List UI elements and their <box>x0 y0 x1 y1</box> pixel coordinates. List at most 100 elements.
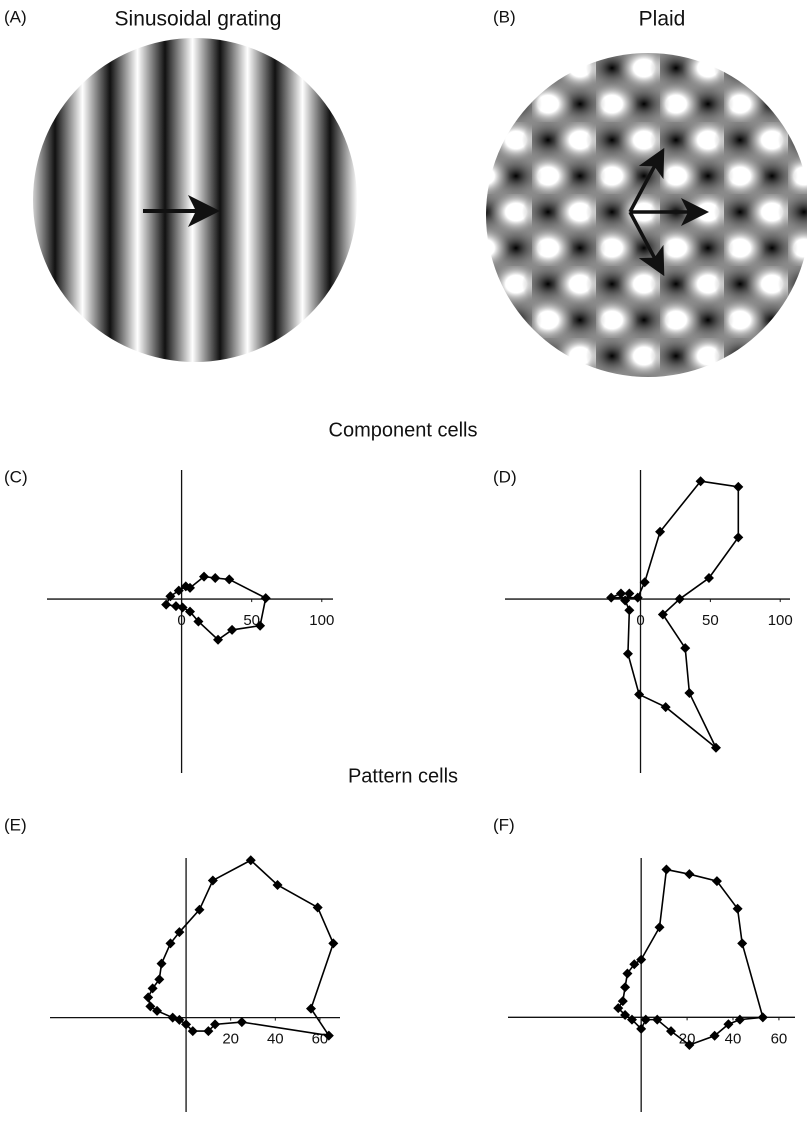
data-point <box>187 1026 198 1037</box>
data-point <box>147 983 158 994</box>
data-point <box>652 1014 663 1025</box>
data-point <box>617 996 628 1007</box>
data-point <box>620 1010 631 1021</box>
data-point <box>639 577 650 588</box>
data-point <box>640 1014 651 1025</box>
data-point <box>684 1040 695 1051</box>
x-tick-label: 100 <box>309 612 334 629</box>
motion-arrows <box>628 147 709 277</box>
panel-label: (C) <box>4 467 28 486</box>
data-point <box>167 1012 178 1023</box>
x-tick-label: 40 <box>725 1030 742 1047</box>
panel-label: (B) <box>493 7 516 26</box>
data-point <box>260 593 271 604</box>
x-tick-label: 0 <box>636 612 644 629</box>
data-point <box>165 591 176 602</box>
data-point <box>632 592 643 603</box>
section-heading: Component cells <box>329 419 478 441</box>
data-point <box>224 574 235 585</box>
data-point <box>723 1019 734 1030</box>
data-point <box>245 855 256 866</box>
data-point <box>207 875 218 886</box>
data-point <box>622 968 633 979</box>
data-point <box>654 922 665 933</box>
data-point <box>193 616 204 627</box>
x-tick-label: 40 <box>267 1031 284 1048</box>
data-point <box>312 902 323 913</box>
data-point <box>684 688 695 699</box>
data-point <box>606 592 617 603</box>
data-point <box>173 585 184 596</box>
data-point <box>143 992 154 1003</box>
data-point <box>620 982 631 993</box>
motion-arrow <box>628 211 665 277</box>
data-point <box>177 602 188 613</box>
data-point <box>684 869 695 880</box>
section-heading: Pattern cells <box>348 765 458 787</box>
data-point <box>674 594 685 605</box>
plaid-stimulus <box>486 53 807 377</box>
data-point <box>185 606 195 617</box>
data-point <box>622 648 633 659</box>
motion-arrow <box>628 147 665 213</box>
data-point <box>624 605 635 616</box>
data-point <box>660 702 671 713</box>
panel-title: Plaid <box>639 8 686 31</box>
data-point <box>613 1003 624 1014</box>
data-point <box>323 1030 334 1041</box>
data-point <box>181 1019 192 1030</box>
data-point <box>666 1026 677 1037</box>
data-point <box>711 876 722 887</box>
data-point <box>710 742 721 753</box>
data-point <box>733 532 744 543</box>
data-point <box>210 1019 221 1030</box>
data-point <box>680 643 691 654</box>
data-point <box>236 1017 247 1028</box>
data-point <box>227 624 238 635</box>
data-line <box>147 859 335 1037</box>
panel-label: (F) <box>493 815 515 834</box>
panel-label: (D) <box>493 467 517 486</box>
data-point <box>203 1026 214 1037</box>
data-point <box>732 903 743 914</box>
data-point <box>709 1030 720 1041</box>
data-line <box>610 480 740 749</box>
panel-label: (A) <box>4 7 27 26</box>
data-point <box>634 689 645 700</box>
data-point <box>733 481 744 492</box>
data-point <box>661 864 672 875</box>
data-point <box>152 1005 163 1016</box>
data-point <box>734 1014 745 1025</box>
data-point <box>213 634 224 645</box>
data-point <box>154 974 165 985</box>
data-point <box>703 573 714 584</box>
data-point <box>620 595 631 606</box>
data-point <box>624 588 635 599</box>
data-point <box>306 1003 316 1014</box>
data-point <box>194 904 205 915</box>
data-point <box>657 609 668 620</box>
x-tick-label: 50 <box>702 612 719 629</box>
x-tick-label: 0 <box>177 612 185 629</box>
data-point <box>737 938 748 949</box>
data-point <box>655 526 666 537</box>
data-point <box>695 476 706 487</box>
data-point <box>165 938 176 949</box>
data-point <box>156 958 167 969</box>
data-point <box>145 1001 156 1012</box>
data-point <box>636 954 647 965</box>
x-tick-label: 60 <box>771 1030 788 1047</box>
data-point <box>161 599 172 610</box>
data-point <box>615 588 626 599</box>
data-point <box>626 1014 637 1025</box>
data-point <box>210 573 221 584</box>
data-point <box>199 571 210 582</box>
data-point <box>272 879 283 890</box>
data-point <box>757 1012 768 1023</box>
data-point <box>636 1023 647 1034</box>
x-tick-label: 50 <box>243 612 260 629</box>
panel-label: (E) <box>4 815 27 834</box>
x-tick-label: 20 <box>222 1031 239 1048</box>
